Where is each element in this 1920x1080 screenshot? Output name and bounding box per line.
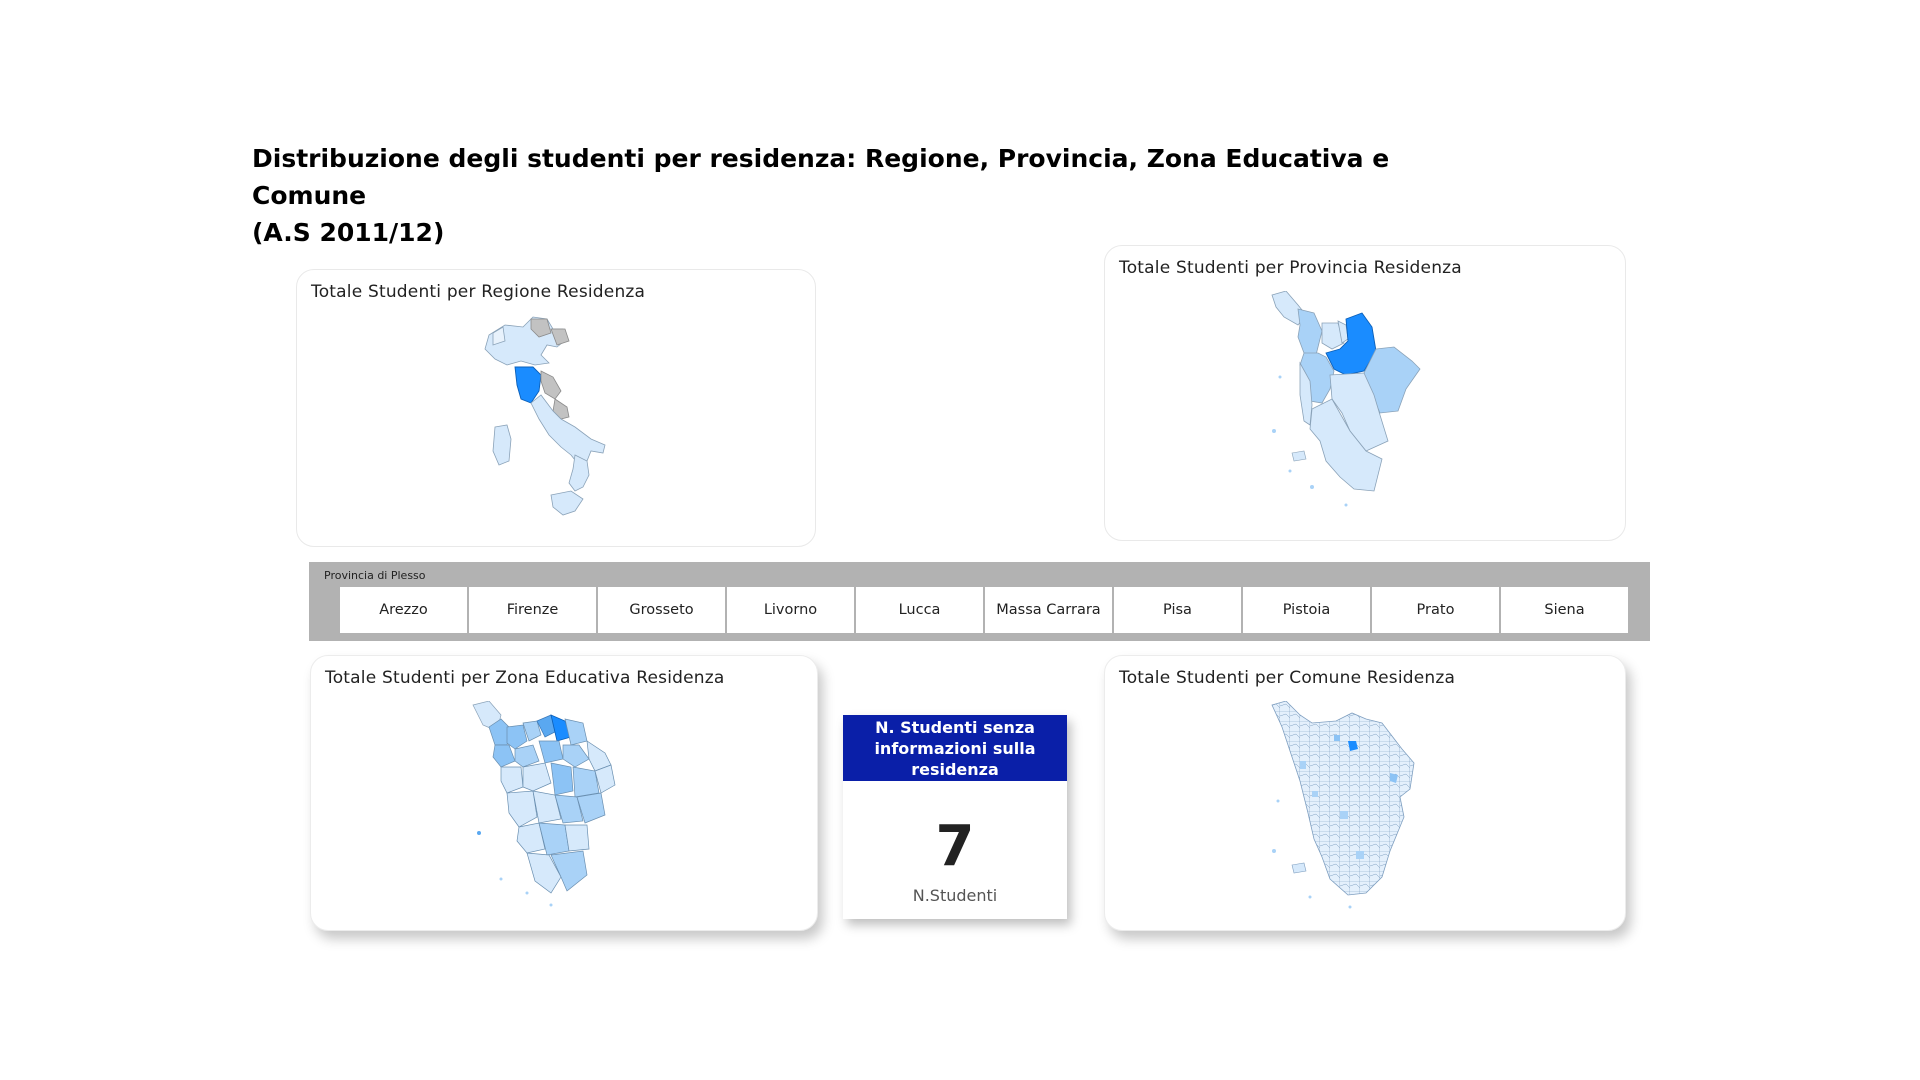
zona-map-title: Totale Studenti per Zona Educativa Resid…: [325, 668, 725, 688]
comune-map-card: Totale Studenti per Comune Residenza: [1104, 655, 1626, 931]
slicer-title: Provincia di Plesso: [324, 569, 426, 582]
slicer-item-massa-carrara[interactable]: Massa Carrara: [985, 587, 1112, 633]
kpi-header: N. Studenti senza informazioni sulla res…: [843, 715, 1067, 781]
region-map-card: Totale Studenti per Regione Residenza: [296, 269, 816, 547]
page-title: Distribuzione degli studenti per residen…: [252, 140, 1452, 251]
slicer-item-pisa[interactable]: Pisa: [1114, 587, 1241, 633]
region-map-title: Totale Studenti per Regione Residenza: [311, 282, 646, 302]
slicer-item-prato[interactable]: Prato: [1372, 587, 1499, 633]
tuscany-provinces-map-icon[interactable]: [1270, 291, 1480, 516]
tuscany-municipalities-map-icon[interactable]: [1270, 701, 1460, 911]
slicer-item-lucca[interactable]: Lucca: [856, 587, 983, 633]
comune-map-title: Totale Studenti per Comune Residenza: [1119, 668, 1456, 688]
kpi-label: N.Studenti: [912, 886, 998, 905]
slicer-item-siena[interactable]: Siena: [1501, 587, 1628, 633]
zona-map-card: Totale Studenti per Zona Educativa Resid…: [310, 655, 818, 931]
slicer-item-firenze[interactable]: Firenze: [469, 587, 596, 633]
province-map-title: Totale Studenti per Provincia Residenza: [1119, 258, 1462, 278]
province-map-card: Totale Studenti per Provincia Residenza: [1104, 245, 1626, 541]
page-title-line1: Distribuzione degli studenti per residen…: [252, 144, 1390, 210]
kpi-value: 7: [935, 814, 975, 879]
provincia-slicer: Provincia di Plesso Arezzo Firenze Gross…: [309, 562, 1650, 641]
slicer-items: Arezzo Firenze Grosseto Livorno Lucca Ma…: [340, 587, 1628, 633]
italy-map-icon[interactable]: [475, 315, 645, 525]
kpi-card: N. Studenti senza informazioni sulla res…: [843, 715, 1067, 919]
slicer-item-arezzo[interactable]: Arezzo: [340, 587, 467, 633]
slicer-item-livorno[interactable]: Livorno: [727, 587, 854, 633]
tuscany-zones-map-icon[interactable]: [471, 701, 661, 911]
page-title-line2: (A.S 2011/12): [252, 218, 445, 247]
slicer-item-grosseto[interactable]: Grosseto: [598, 587, 725, 633]
slicer-item-pistoia[interactable]: Pistoia: [1243, 587, 1370, 633]
